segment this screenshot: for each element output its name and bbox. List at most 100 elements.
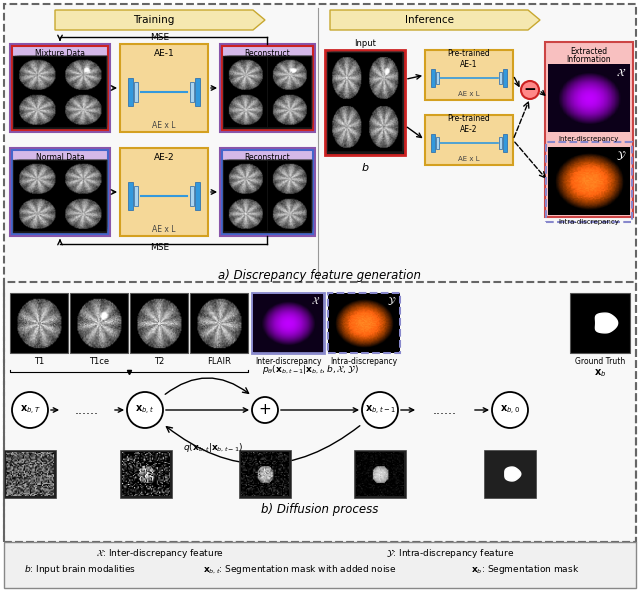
Bar bbox=[329, 52, 403, 151]
Bar bbox=[120, 148, 208, 236]
Text: Inference: Inference bbox=[404, 15, 454, 25]
Text: T1: T1 bbox=[34, 358, 44, 367]
Bar bbox=[10, 44, 110, 132]
Bar bbox=[220, 44, 315, 132]
Circle shape bbox=[492, 392, 528, 428]
Text: Pre-trained
AE-1: Pre-trained AE-1 bbox=[447, 49, 490, 69]
Text: Reconstruct: Reconstruct bbox=[244, 153, 291, 162]
Bar bbox=[486, 452, 534, 496]
Text: $b$: $b$ bbox=[361, 161, 369, 173]
Polygon shape bbox=[330, 10, 540, 30]
Bar bbox=[128, 78, 133, 106]
Bar bbox=[425, 50, 513, 100]
Bar bbox=[229, 56, 312, 123]
Bar bbox=[546, 142, 632, 222]
Bar bbox=[354, 450, 406, 498]
Bar bbox=[570, 293, 630, 353]
Bar bbox=[130, 293, 188, 353]
Text: $\mathcal{Y}$: $\mathcal{Y}$ bbox=[616, 148, 626, 162]
Text: $b$: Input brain modalities: $b$: Input brain modalities bbox=[24, 563, 136, 576]
Text: $\mathbf{x}_b$: $\mathbf{x}_b$ bbox=[594, 367, 606, 379]
Bar bbox=[128, 182, 133, 210]
Bar bbox=[13, 160, 107, 233]
Text: $\mathbf{x}_{b,t}$: Segmentation mask with added noise: $\mathbf{x}_{b,t}$: Segmentation mask wi… bbox=[204, 564, 397, 576]
Bar bbox=[223, 56, 312, 129]
Bar bbox=[13, 56, 107, 129]
Text: $+$: $+$ bbox=[259, 402, 271, 418]
Text: AE x L: AE x L bbox=[152, 225, 176, 234]
Text: Training: Training bbox=[133, 15, 175, 25]
Bar bbox=[545, 42, 633, 217]
Bar bbox=[431, 69, 435, 87]
Text: Input: Input bbox=[354, 39, 376, 48]
Polygon shape bbox=[55, 10, 265, 30]
Text: $\mathcal{Y}$: Intra-discrepancy feature: $\mathcal{Y}$: Intra-discrepancy feature bbox=[386, 547, 514, 560]
Text: $\mathcal{X}$: $\mathcal{X}$ bbox=[616, 66, 626, 77]
Circle shape bbox=[521, 81, 539, 99]
Bar bbox=[134, 186, 138, 206]
Bar bbox=[327, 52, 403, 153]
Polygon shape bbox=[505, 467, 521, 481]
Bar bbox=[220, 148, 315, 236]
Text: ......: ...... bbox=[433, 403, 457, 417]
Bar bbox=[12, 46, 108, 130]
Text: Pre-trained
AE-2: Pre-trained AE-2 bbox=[447, 114, 490, 134]
Text: $\mathcal{X}$: $\mathcal{X}$ bbox=[311, 296, 320, 306]
Text: Extracted: Extracted bbox=[570, 48, 607, 57]
Bar bbox=[12, 150, 108, 234]
Circle shape bbox=[127, 392, 163, 428]
Bar bbox=[19, 160, 107, 227]
Bar bbox=[222, 46, 313, 130]
Bar bbox=[503, 134, 507, 152]
Bar bbox=[19, 56, 107, 123]
Text: Mixture Data: Mixture Data bbox=[35, 48, 85, 57]
Bar bbox=[225, 56, 312, 127]
Bar bbox=[436, 72, 439, 84]
Text: AE x L: AE x L bbox=[152, 120, 176, 129]
Text: T1ce: T1ce bbox=[89, 358, 109, 367]
Text: MSE: MSE bbox=[150, 33, 170, 42]
Bar bbox=[331, 52, 403, 149]
Text: Normal Data: Normal Data bbox=[36, 153, 84, 162]
Bar bbox=[190, 293, 248, 353]
Bar bbox=[10, 148, 110, 236]
Text: $\mathbf{x}_{b,t-1}$: $\mathbf{x}_{b,t-1}$ bbox=[365, 403, 396, 417]
Bar bbox=[436, 137, 439, 149]
Text: $\mathbf{x}_b$: Segmentation mask: $\mathbf{x}_b$: Segmentation mask bbox=[471, 563, 579, 576]
Text: $q(\mathbf{x}_{b,t} | \mathbf{x}_{b,t-1})$: $q(\mathbf{x}_{b,t} | \mathbf{x}_{b,t-1}… bbox=[183, 442, 243, 454]
Bar bbox=[17, 56, 107, 125]
Text: Intra-discrepancy: Intra-discrepancy bbox=[330, 358, 397, 367]
Text: Intra-discrepancy: Intra-discrepancy bbox=[559, 219, 620, 225]
Text: MSE: MSE bbox=[150, 244, 170, 253]
Bar bbox=[120, 450, 172, 498]
Bar bbox=[70, 293, 128, 353]
Text: −: − bbox=[524, 82, 536, 98]
Text: $\mathbf{x}_{b,t}$: $\mathbf{x}_{b,t}$ bbox=[136, 403, 154, 417]
Bar bbox=[229, 160, 312, 227]
Text: Inter-discrepancy: Inter-discrepancy bbox=[559, 136, 619, 142]
Text: b) Diffusion process: b) Diffusion process bbox=[261, 504, 379, 517]
Bar bbox=[425, 115, 513, 165]
Bar bbox=[4, 450, 56, 498]
Bar bbox=[325, 50, 405, 155]
Text: $p_\theta(\mathbf{x}_{b,t-1} | \mathbf{x}_{b,t}, b, \mathcal{X}, \mathcal{Y})$: $p_\theta(\mathbf{x}_{b,t-1} | \mathbf{x… bbox=[262, 364, 358, 377]
Text: FLAIR: FLAIR bbox=[207, 358, 231, 367]
Bar bbox=[120, 44, 208, 132]
Bar bbox=[227, 160, 312, 229]
Text: a) Discrepancy feature generation: a) Discrepancy feature generation bbox=[218, 269, 422, 281]
Bar bbox=[190, 186, 194, 206]
Text: $\mathcal{X}$: Inter-discrepancy feature: $\mathcal{X}$: Inter-discrepancy feature bbox=[96, 547, 224, 560]
Text: $\mathbf{x}_{b,T}$: $\mathbf{x}_{b,T}$ bbox=[20, 403, 40, 417]
Text: AE-1: AE-1 bbox=[154, 49, 174, 58]
Circle shape bbox=[362, 392, 398, 428]
Text: ......: ...... bbox=[75, 403, 99, 417]
Bar bbox=[499, 137, 502, 149]
Text: Ground Truth: Ground Truth bbox=[575, 358, 625, 367]
Circle shape bbox=[12, 392, 48, 428]
Bar bbox=[333, 52, 403, 147]
Bar bbox=[239, 450, 291, 498]
Bar bbox=[134, 82, 138, 102]
Bar bbox=[499, 72, 502, 84]
Text: Inter-discrepancy: Inter-discrepancy bbox=[255, 358, 321, 367]
Text: AE x L: AE x L bbox=[458, 156, 480, 162]
